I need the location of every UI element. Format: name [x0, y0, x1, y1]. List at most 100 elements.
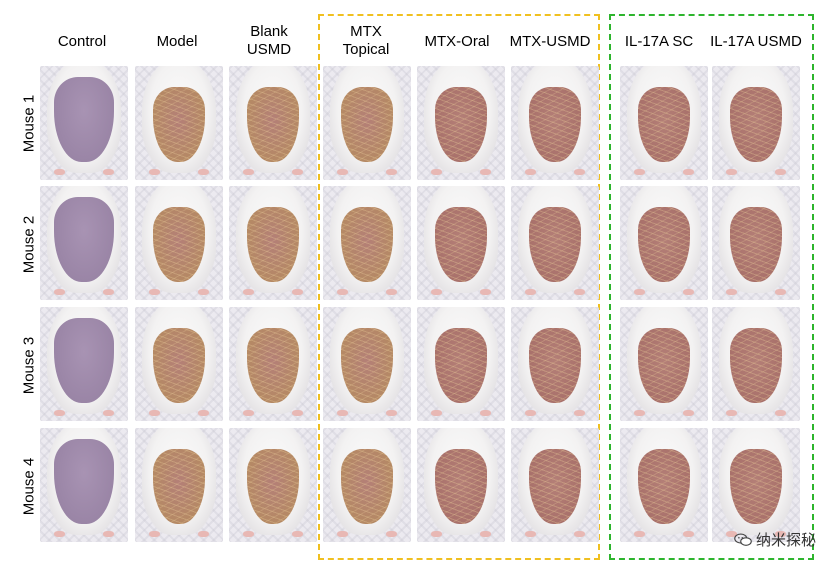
mouse-foot — [292, 409, 303, 417]
mouse-back-skin — [528, 448, 582, 524]
row-label-mouse-1: Mouse 1 — [20, 94, 38, 153]
mouse-foot — [683, 409, 694, 417]
mouse-back-skin — [528, 86, 582, 162]
mouse-photo — [229, 66, 317, 180]
mouse-foot — [243, 409, 254, 417]
mouse-foot — [337, 288, 348, 296]
mouse-back-skin — [434, 206, 488, 282]
col-label-blank-usmd: Blank USMD — [246, 23, 292, 58]
mouse-photo — [229, 428, 317, 542]
mouse-foot — [574, 168, 585, 176]
mouse-back-skin — [729, 206, 783, 282]
mouse-back-skin — [54, 197, 114, 282]
mouse-back-skin — [434, 327, 488, 403]
mouse-foot — [198, 168, 209, 176]
mouse-back-skin — [729, 327, 783, 403]
mouse-foot — [337, 168, 348, 176]
row-label-mouse-2: Mouse 2 — [20, 215, 38, 274]
mouse-foot — [480, 409, 491, 417]
mouse-foot — [337, 409, 348, 417]
mouse-back-skin — [246, 327, 300, 403]
col-label-model: Model — [156, 33, 198, 50]
mouse-photo — [323, 428, 411, 542]
mouse-foot — [54, 409, 65, 417]
mouse-back-skin — [434, 86, 488, 162]
mouse-foot — [574, 288, 585, 296]
mouse-foot — [634, 530, 645, 538]
mouse-photo — [417, 186, 505, 300]
mouse-photo — [40, 186, 128, 300]
mouse-photo — [712, 66, 800, 180]
mouse-foot — [634, 288, 645, 296]
mouse-foot — [386, 530, 397, 538]
mouse-back-skin — [152, 86, 206, 162]
col-label-il17a-usmd: IL-17A USMD — [710, 33, 802, 50]
mouse-foot — [54, 288, 65, 296]
mouse-back-skin — [152, 448, 206, 524]
mouse-foot — [634, 409, 645, 417]
mouse-foot — [574, 530, 585, 538]
mouse-back-skin — [637, 448, 691, 524]
mouse-foot — [103, 409, 114, 417]
mouse-foot — [480, 288, 491, 296]
mouse-photo — [511, 66, 599, 180]
mouse-foot — [431, 288, 442, 296]
mouse-foot — [292, 288, 303, 296]
col-label-il17a-sc: IL-17A SC — [624, 33, 694, 50]
mouse-foot — [683, 288, 694, 296]
mouse-foot — [198, 530, 209, 538]
mouse-photo — [229, 186, 317, 300]
mouse-photo — [620, 307, 708, 421]
mouse-photo — [40, 66, 128, 180]
mouse-back-skin — [152, 206, 206, 282]
mouse-photo — [135, 428, 223, 542]
mouse-photo — [229, 307, 317, 421]
mouse-foot — [634, 168, 645, 176]
mouse-back-skin — [637, 86, 691, 162]
mouse-photo — [135, 186, 223, 300]
mouse-foot — [525, 409, 536, 417]
mouse-foot — [198, 409, 209, 417]
mouse-back-skin — [434, 448, 488, 524]
mouse-foot — [198, 288, 209, 296]
mouse-foot — [54, 530, 65, 538]
mouse-foot — [243, 530, 254, 538]
mouse-back-skin — [340, 206, 394, 282]
mouse-photo — [323, 66, 411, 180]
mouse-photo — [417, 307, 505, 421]
mouse-back-skin — [729, 448, 783, 524]
col-label-mtx-topical: MTX Topical — [342, 23, 390, 58]
mouse-photo — [323, 307, 411, 421]
mouse-foot — [337, 530, 348, 538]
mouse-foot — [103, 288, 114, 296]
mouse-back-skin — [54, 439, 114, 524]
mouse-back-skin — [54, 77, 114, 162]
row-label-mouse-3: Mouse 3 — [20, 336, 38, 395]
mouse-foot — [386, 288, 397, 296]
mouse-foot — [149, 288, 160, 296]
mouse-foot — [775, 530, 786, 538]
mouse-foot — [243, 168, 254, 176]
mouse-foot — [149, 530, 160, 538]
mouse-foot — [149, 409, 160, 417]
mouse-photo — [40, 428, 128, 542]
mouse-foot — [149, 168, 160, 176]
mouse-photo — [620, 66, 708, 180]
mouse-foot — [726, 409, 737, 417]
mouse-foot — [480, 168, 491, 176]
mouse-photo — [712, 307, 800, 421]
mouse-foot — [775, 288, 786, 296]
mouse-foot — [431, 409, 442, 417]
mouse-back-skin — [528, 327, 582, 403]
mouse-foot — [775, 168, 786, 176]
mouse-foot — [103, 168, 114, 176]
mouse-back-skin — [637, 327, 691, 403]
mouse-foot — [386, 168, 397, 176]
mouse-foot — [775, 409, 786, 417]
mouse-photo — [417, 428, 505, 542]
mouse-photo — [511, 428, 599, 542]
mouse-photo — [511, 186, 599, 300]
mouse-photo — [323, 186, 411, 300]
watermark-text: 纳米探秘 — [755, 531, 816, 549]
mouse-photo — [712, 428, 800, 542]
